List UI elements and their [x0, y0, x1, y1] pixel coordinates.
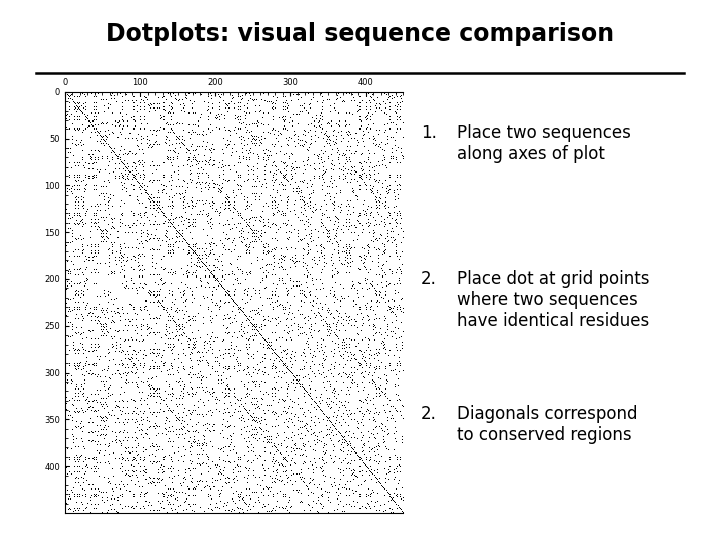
Text: 2.: 2.	[421, 405, 437, 423]
Text: Dotplots: visual sequence comparison: Dotplots: visual sequence comparison	[106, 22, 614, 45]
Text: 1.: 1.	[421, 124, 437, 142]
Text: Place dot at grid points
where two sequences
have identical residues: Place dot at grid points where two seque…	[457, 270, 649, 329]
Text: Diagonals correspond
to conserved regions: Diagonals correspond to conserved region…	[457, 405, 638, 444]
Text: Place two sequences
along axes of plot: Place two sequences along axes of plot	[457, 124, 631, 163]
Text: 2.: 2.	[421, 270, 437, 288]
